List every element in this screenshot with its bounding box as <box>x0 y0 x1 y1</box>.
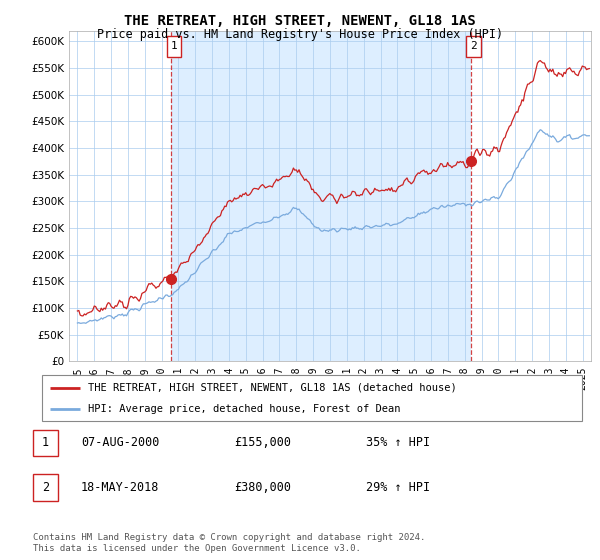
Bar <box>172 31 471 361</box>
FancyBboxPatch shape <box>466 36 481 57</box>
Text: THE RETREAT, HIGH STREET, NEWENT, GL18 1AS: THE RETREAT, HIGH STREET, NEWENT, GL18 1… <box>124 14 476 28</box>
Text: THE RETREAT, HIGH STREET, NEWENT, GL18 1AS (detached house): THE RETREAT, HIGH STREET, NEWENT, GL18 1… <box>88 382 457 393</box>
Text: £380,000: £380,000 <box>234 481 291 494</box>
Text: 07-AUG-2000: 07-AUG-2000 <box>81 436 160 450</box>
Text: 2: 2 <box>42 481 49 494</box>
Text: 1: 1 <box>42 436 49 450</box>
FancyBboxPatch shape <box>167 36 181 57</box>
Text: £155,000: £155,000 <box>234 436 291 450</box>
Text: 2: 2 <box>470 41 477 52</box>
Text: 35% ↑ HPI: 35% ↑ HPI <box>366 436 430 450</box>
Text: Contains HM Land Registry data © Crown copyright and database right 2024.
This d: Contains HM Land Registry data © Crown c… <box>33 533 425 553</box>
Text: 18-MAY-2018: 18-MAY-2018 <box>81 481 160 494</box>
Text: 1: 1 <box>170 41 178 52</box>
Text: 29% ↑ HPI: 29% ↑ HPI <box>366 481 430 494</box>
Text: Price paid vs. HM Land Registry's House Price Index (HPI): Price paid vs. HM Land Registry's House … <box>97 28 503 41</box>
Text: HPI: Average price, detached house, Forest of Dean: HPI: Average price, detached house, Fore… <box>88 404 400 414</box>
FancyBboxPatch shape <box>42 375 582 421</box>
